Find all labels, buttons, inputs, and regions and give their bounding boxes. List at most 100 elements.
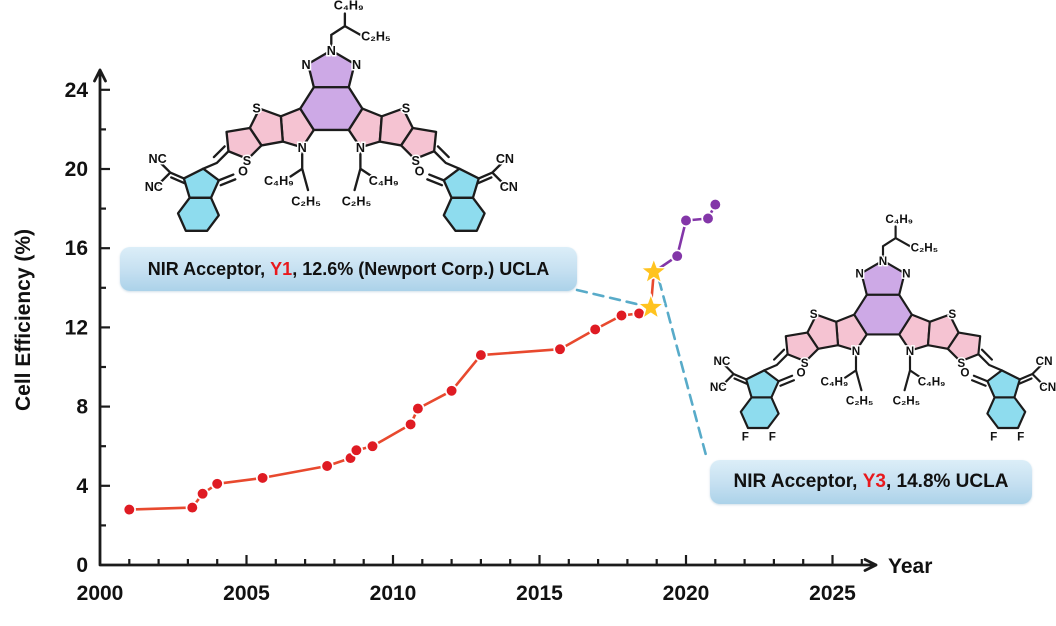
y-tick-label: 4 <box>76 475 88 498</box>
data-point <box>444 384 459 398</box>
data-point <box>411 401 425 416</box>
y3-acceptor-name: Y3 <box>862 471 886 492</box>
atom-label: C₂H₅ <box>893 395 920 408</box>
axis-lines <box>93 68 878 572</box>
y3-annotation-box: NIR Acceptor, Y3, 14.8% UCLA <box>710 460 1032 504</box>
atom-label: N <box>327 44 336 58</box>
y1-annotation-suffix: , 12.6% (Newport Corp.) UCLA <box>292 258 550 279</box>
y1-annotation-box: NIR Acceptor, Y1, 12.6% (Newport Corp.) … <box>120 247 577 291</box>
atom-label: CN <box>500 180 518 194</box>
y1-annotation-prefix: NIR Acceptor, <box>147 258 271 279</box>
data-point <box>588 322 602 337</box>
atom-label: C₄H₉ <box>885 213 913 226</box>
atom-label: NC <box>149 152 167 166</box>
y-axis-title: Cell Efficiency (%) <box>12 229 35 411</box>
atom-label: S <box>801 357 809 370</box>
atom-label: O <box>238 165 248 179</box>
atom-label: C₂H₅ <box>911 242 938 255</box>
data-point <box>122 502 136 517</box>
atom-label: S <box>252 101 260 115</box>
data-point <box>679 213 693 228</box>
y-tick-label: 20 <box>65 158 88 181</box>
data-point <box>320 459 334 473</box>
atom-label: S <box>243 154 251 168</box>
atom-label: C₄H₉ <box>918 376 946 389</box>
x-tick-label: 2010 <box>370 582 417 605</box>
y-tick-label: 16 <box>65 237 88 260</box>
atom-label: N <box>302 58 311 72</box>
data-series <box>122 197 722 517</box>
atom-label: C₄H₉ <box>334 0 364 13</box>
y-tick-label: 8 <box>76 396 88 419</box>
data-point <box>474 348 488 362</box>
atom-label: NC <box>713 355 730 368</box>
x-tick-label: 2015 <box>516 582 563 605</box>
data-point <box>210 477 224 491</box>
atom-label: F <box>1017 431 1024 444</box>
atom-label: NC <box>710 381 727 394</box>
atom-label: S <box>810 308 818 321</box>
atom-label: N <box>852 345 860 358</box>
atom-label: F <box>742 431 749 444</box>
purple-series <box>647 197 722 279</box>
atom-label: C₂H₅ <box>846 395 873 408</box>
atom-label: N <box>352 58 361 72</box>
atom-label: S <box>411 154 419 168</box>
atom-label: S <box>957 357 965 370</box>
data-point <box>195 487 210 501</box>
atom-label: N <box>298 141 307 155</box>
atom-label: NC <box>145 180 163 194</box>
atom-label: N <box>855 268 863 281</box>
atom-label: CN <box>496 152 514 166</box>
x-tick-label: 2025 <box>809 582 856 605</box>
red-series <box>122 306 646 517</box>
data-point <box>553 342 567 356</box>
data-point <box>708 197 722 212</box>
data-point <box>255 471 270 485</box>
atom-label: C₄H₉ <box>369 174 399 188</box>
data-point <box>701 211 715 226</box>
atom-label: F <box>769 431 776 444</box>
atom-label: F <box>990 431 997 444</box>
atom-label: C₄H₉ <box>821 376 849 389</box>
red-series-line <box>129 312 640 511</box>
x-axis-title: Year <box>888 555 932 578</box>
y1-molecule-structure: N N N C₄H₉ C₂H₅ S S S S N N C₄H₉ C₂H₅ C₂H₅ C₄H₉ O O NC NC C… <box>143 0 519 231</box>
y-tick-label: 0 <box>76 554 88 577</box>
atom-label: C₂H₅ <box>291 195 321 209</box>
y1-acceptor-name: Y1 <box>270 258 293 279</box>
data-point <box>614 308 629 323</box>
atom-label: N <box>879 255 887 268</box>
atom-label: N <box>356 141 365 155</box>
atom-label: CN <box>1036 355 1053 368</box>
atom-label: O <box>415 165 425 179</box>
star-marker <box>637 293 665 320</box>
data-point <box>349 443 364 457</box>
atom-label: N <box>902 268 910 281</box>
atom-label: C₂H₅ <box>342 195 372 209</box>
x-tick-label: 2000 <box>77 582 124 605</box>
atom-label: S <box>948 308 956 321</box>
atom-label: O <box>960 367 969 380</box>
leader-line <box>657 278 709 461</box>
data-point <box>365 439 380 453</box>
y-tick-label: 24 <box>65 79 89 102</box>
data-point <box>185 500 199 515</box>
atom-label: C₄H₉ <box>264 174 294 188</box>
atom-label: O <box>797 367 806 380</box>
y-tick-label: 12 <box>65 316 88 339</box>
data-point <box>670 249 684 263</box>
x-tick-label: 2005 <box>223 582 270 605</box>
leader-line <box>575 288 647 308</box>
axes: 2000 2005 2010 2015 2020 2025 0 4 8 12 16 20 24 Year C… <box>12 68 932 605</box>
atom-label: C₂H₅ <box>361 30 391 44</box>
atom-label: CN <box>1039 381 1056 394</box>
y3-molecule-structure: N N N C₄H₉ C₂H₅ S S S S N N C₄H₉ C₂H₅ C₂H₅ C₄H₉ O O NC NC C… <box>709 211 1056 445</box>
atom-label: N <box>906 345 914 358</box>
atom-label: S <box>402 101 410 115</box>
y3-annotation-prefix: NIR Acceptor, <box>733 471 863 492</box>
x-tick-label: 2020 <box>663 582 710 605</box>
star-marker <box>640 257 668 284</box>
